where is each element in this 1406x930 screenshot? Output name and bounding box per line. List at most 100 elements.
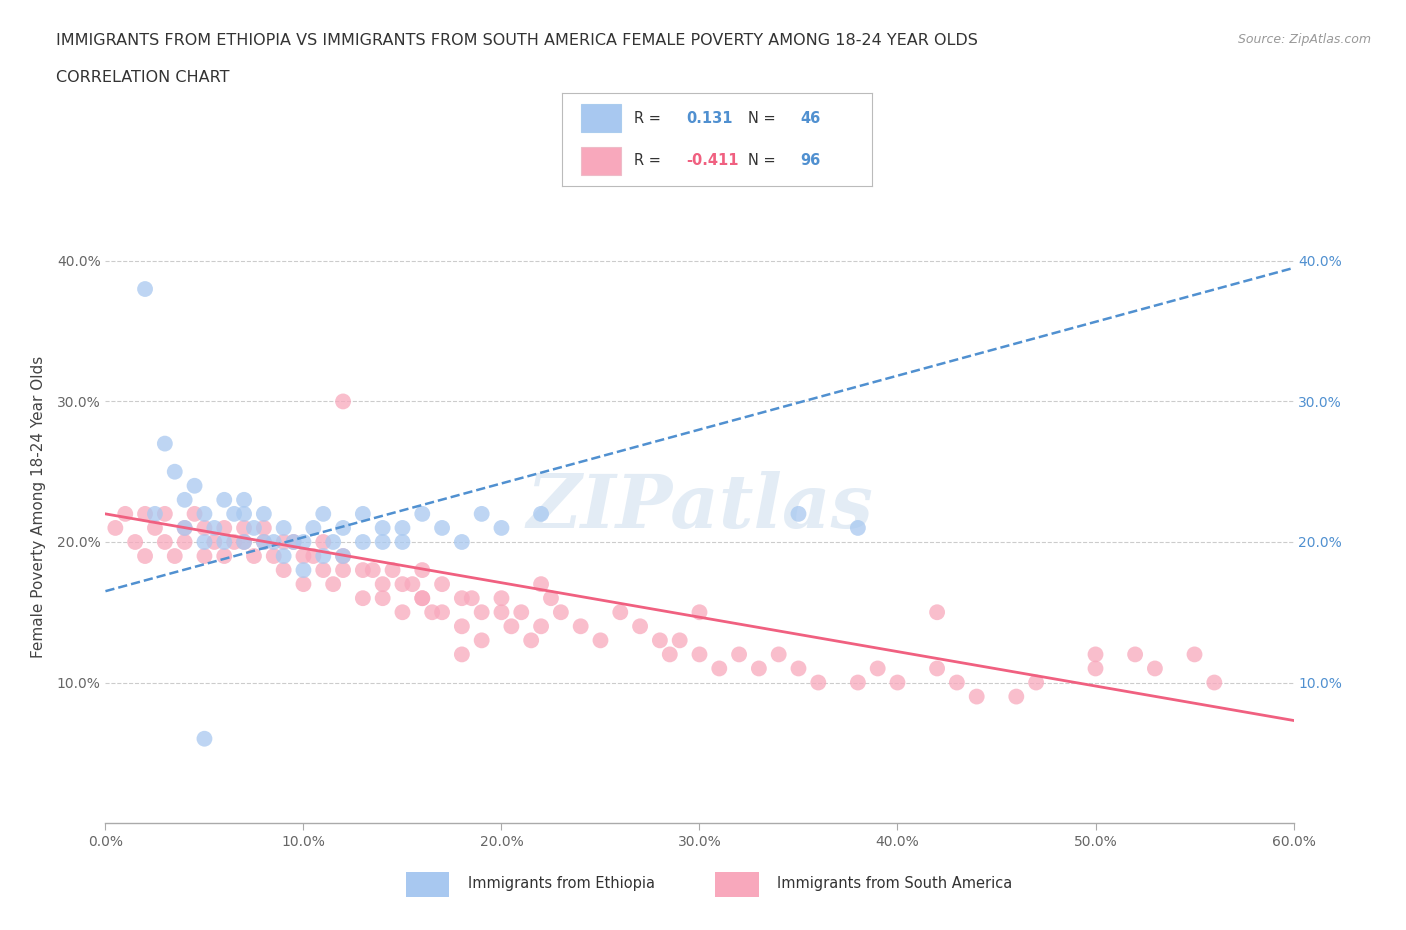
Point [273, 535, 295, 550]
Point [925, 661, 948, 676]
Text: -0.411: -0.411 [686, 153, 738, 168]
Point [352, 507, 374, 522]
Point [471, 507, 494, 522]
Point [193, 507, 215, 522]
Point [668, 633, 690, 648]
Point [391, 577, 413, 591]
Point [925, 604, 948, 619]
Point [461, 591, 484, 605]
Point [471, 633, 494, 648]
Text: Immigrants from Ethiopia: Immigrants from Ethiopia [468, 876, 655, 891]
Point [846, 675, 869, 690]
Point [846, 521, 869, 536]
Point [253, 507, 276, 522]
Point [292, 577, 315, 591]
Point [163, 549, 186, 564]
Point [1123, 647, 1146, 662]
Point [193, 731, 215, 746]
Point [609, 604, 631, 619]
Text: R =: R = [634, 111, 661, 126]
Point [589, 633, 612, 648]
Point [491, 521, 513, 536]
Point [658, 647, 681, 662]
Point [371, 591, 394, 605]
Point [153, 436, 176, 451]
Point [114, 507, 136, 522]
Point [550, 604, 572, 619]
Point [648, 633, 671, 648]
Point [1184, 647, 1206, 662]
Point [530, 507, 553, 522]
Point [1143, 661, 1166, 676]
Point [173, 521, 195, 536]
Point [371, 521, 394, 536]
Point [283, 535, 305, 550]
Point [1204, 675, 1226, 690]
Text: 96: 96 [800, 153, 821, 168]
Point [530, 618, 553, 633]
Point [312, 535, 335, 550]
Point [689, 604, 711, 619]
Point [253, 535, 276, 550]
Point [134, 549, 156, 564]
Point [491, 591, 513, 605]
Point [530, 577, 553, 591]
Point [292, 535, 315, 550]
Point [1084, 661, 1107, 676]
Point [322, 577, 344, 591]
Point [153, 507, 176, 522]
Point [768, 647, 790, 662]
Point [292, 563, 315, 578]
Point [332, 521, 354, 536]
Point [352, 535, 374, 550]
Text: R =: R = [634, 153, 661, 168]
Point [332, 394, 354, 409]
Text: N =: N = [748, 111, 776, 126]
Point [1025, 675, 1047, 690]
Point [202, 521, 225, 536]
Point [420, 604, 443, 619]
Point [183, 478, 205, 493]
Point [411, 507, 433, 522]
Text: Source: ZipAtlas.com: Source: ZipAtlas.com [1237, 33, 1371, 46]
Text: 46: 46 [800, 111, 821, 126]
Point [263, 549, 285, 564]
Point [312, 507, 335, 522]
Point [214, 549, 236, 564]
Point [243, 549, 266, 564]
Point [520, 633, 543, 648]
Point [450, 618, 472, 633]
Point [540, 591, 562, 605]
Point [312, 563, 335, 578]
Point [361, 563, 384, 578]
Point [411, 591, 433, 605]
Point [807, 675, 830, 690]
Point [352, 563, 374, 578]
Point [501, 618, 523, 633]
Point [202, 535, 225, 550]
Point [193, 549, 215, 564]
Point [886, 675, 908, 690]
Point [233, 535, 256, 550]
Text: 0.131: 0.131 [686, 111, 733, 126]
Text: IMMIGRANTS FROM ETHIOPIA VS IMMIGRANTS FROM SOUTH AMERICA FEMALE POVERTY AMONG 1: IMMIGRANTS FROM ETHIOPIA VS IMMIGRANTS F… [56, 33, 979, 47]
Point [787, 661, 810, 676]
Point [233, 535, 256, 550]
Point [450, 647, 472, 662]
Point [787, 507, 810, 522]
Point [214, 521, 236, 536]
Text: N =: N = [748, 153, 776, 168]
FancyBboxPatch shape [406, 872, 450, 897]
Point [332, 549, 354, 564]
Point [134, 507, 156, 522]
Point [302, 521, 325, 536]
Text: CORRELATION CHART: CORRELATION CHART [56, 70, 229, 85]
Point [253, 521, 276, 536]
Point [134, 282, 156, 297]
Point [748, 661, 770, 676]
Point [214, 535, 236, 550]
Point [273, 549, 295, 564]
Point [391, 521, 413, 536]
Point [371, 535, 394, 550]
Point [491, 604, 513, 619]
